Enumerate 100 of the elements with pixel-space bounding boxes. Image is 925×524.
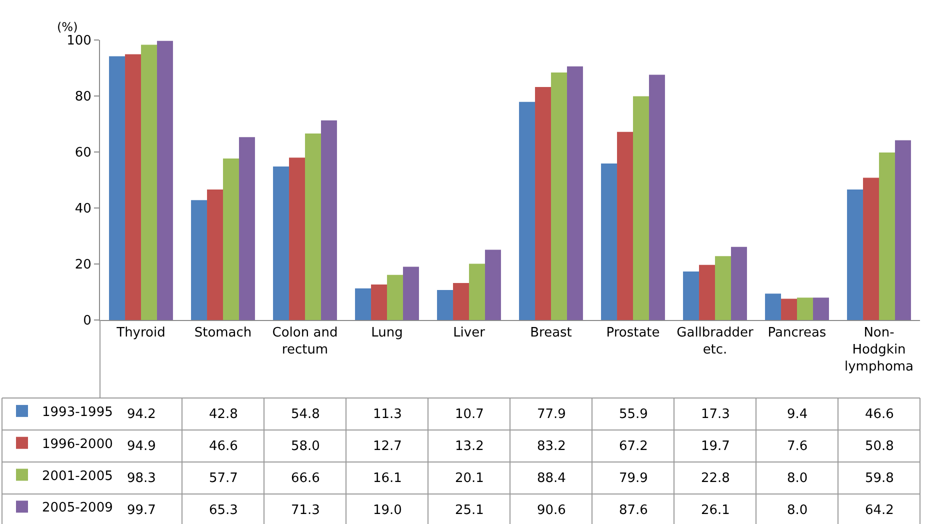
- bar: [699, 264, 715, 320]
- data-label: 59.8: [865, 471, 894, 486]
- bar: [469, 264, 485, 320]
- data-label: 26.1: [701, 503, 730, 518]
- bar: [765, 294, 782, 320]
- x-tick-label: Stomach: [194, 326, 252, 341]
- data-label: 88.4: [537, 471, 566, 486]
- bar: [273, 166, 290, 320]
- legend-label: 1996-2000: [42, 436, 113, 452]
- data-label: 46.6: [865, 407, 894, 422]
- bar: [125, 54, 141, 320]
- data-label: 16.1: [373, 471, 402, 486]
- bar: [648, 74, 665, 320]
- legend-label: 2001-2005: [42, 468, 113, 484]
- y-axis-title: (%): [57, 20, 78, 34]
- bar: [320, 120, 337, 320]
- legend-label: 1993-1995: [42, 405, 113, 420]
- bar: [797, 298, 813, 320]
- data-label: 19.7: [701, 439, 730, 454]
- bar: [402, 266, 419, 320]
- data-label: 22.8: [701, 471, 730, 486]
- bar: [617, 132, 633, 320]
- data-label: 50.8: [865, 439, 894, 454]
- x-tick-label: Colon and rectum: [272, 326, 338, 358]
- bar: [894, 140, 911, 320]
- bar: [156, 40, 173, 320]
- y-tick-label: 100: [66, 34, 92, 49]
- bar: [141, 44, 157, 320]
- data-label: 58.0: [291, 439, 320, 454]
- data-label: 55.9: [619, 407, 648, 422]
- data-label: 19.0: [373, 503, 402, 518]
- x-tick-label: Thyroid: [116, 326, 166, 341]
- data-label: 98.3: [127, 471, 156, 486]
- data-label: 79.9: [619, 471, 648, 486]
- legend-label: 2005-2009: [42, 500, 113, 516]
- data-label: 9.4: [787, 407, 808, 422]
- bar: [355, 288, 372, 320]
- bar: [683, 272, 700, 320]
- bar: [109, 56, 126, 320]
- bar: [207, 190, 223, 320]
- data-label: 12.7: [373, 439, 402, 454]
- bar: [223, 158, 239, 320]
- data-label: 64.2: [865, 503, 894, 518]
- data-label: 11.3: [373, 407, 402, 422]
- bar: [730, 246, 747, 320]
- y-tick-label: 0: [83, 314, 92, 329]
- data-label: 99.7: [127, 503, 156, 518]
- bar: [812, 298, 829, 320]
- bar: [305, 134, 321, 320]
- data-label: 94.9: [127, 439, 156, 454]
- data-label: 20.1: [455, 471, 484, 486]
- data-label: 66.6: [291, 471, 320, 486]
- bar: [387, 274, 403, 320]
- data-label: 67.2: [619, 439, 648, 454]
- bar: [633, 96, 649, 320]
- x-tick-label: Lung: [371, 326, 403, 341]
- bar: [566, 66, 583, 320]
- bar: [715, 256, 731, 320]
- x-tick-label: Breast: [530, 326, 572, 341]
- x-tick-label: Liver: [453, 326, 486, 341]
- data-label: 42.8: [209, 407, 238, 422]
- data-label: 8.0: [787, 471, 808, 486]
- bar: [847, 190, 864, 320]
- data-label: 8.0: [787, 503, 808, 518]
- bar: [437, 290, 454, 320]
- y-tick-label: 40: [74, 202, 92, 217]
- x-tick-label: Prostate: [606, 326, 660, 341]
- bar: [191, 200, 208, 320]
- data-label: 90.6: [537, 503, 566, 518]
- bar: [238, 137, 255, 320]
- bar: [601, 163, 618, 320]
- bar: [484, 250, 501, 320]
- bar: [551, 72, 567, 320]
- y-tick-label: 80: [74, 90, 92, 105]
- data-label: 46.6: [209, 439, 238, 454]
- bar: [453, 283, 469, 320]
- data-label: 87.6: [619, 503, 648, 518]
- data-label: 94.2: [127, 407, 156, 422]
- data-label: 54.8: [291, 407, 320, 422]
- data-label: 17.3: [701, 407, 730, 422]
- x-tick-label: Pancreas: [768, 326, 826, 341]
- y-tick-label: 20: [74, 258, 92, 273]
- data-label: 77.9: [537, 407, 566, 422]
- bar: [519, 102, 536, 320]
- bar: [535, 87, 551, 320]
- data-label: 57.7: [209, 471, 238, 486]
- data-label: 10.7: [455, 407, 484, 422]
- data-label: 65.3: [209, 503, 238, 518]
- y-tick-label: 60: [74, 146, 92, 161]
- data-label: 71.3: [291, 503, 320, 518]
- data-label: 13.2: [455, 439, 484, 454]
- bar: [781, 298, 797, 320]
- x-tick-label: Gallbradder etc.: [676, 326, 754, 358]
- bar: [289, 158, 305, 320]
- data-label: 25.1: [455, 503, 484, 518]
- data-label: 7.6: [787, 439, 808, 454]
- data-label: 83.2: [537, 439, 566, 454]
- bar: [879, 152, 895, 320]
- x-tick-label: Non-Hodgkin lymphoma: [844, 326, 914, 374]
- bar: [371, 284, 387, 320]
